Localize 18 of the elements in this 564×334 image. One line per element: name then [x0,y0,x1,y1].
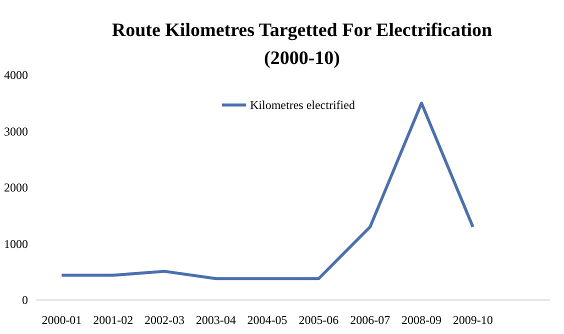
x-tick-label: 2001-02 [93,313,134,327]
x-tick-label: 2005-06 [298,313,339,327]
x-tick-label: 2006-07 [350,313,390,327]
y-tick-label: 1000 [4,236,28,251]
y-tick-label: 4000 [4,68,28,82]
y-tick-label: 2000 [4,180,28,195]
chart-title: Route Kilometres Targetted For Electrification [112,20,493,41]
x-tick-label: 2008-09 [402,313,442,327]
y-tick-label: 3000 [4,124,28,138]
line-series [60,102,474,280]
y-tick-label: 0 [22,293,28,308]
x-tick-label: 2002-03 [144,313,184,327]
x-tick-label: 2004-05 [247,313,288,327]
x-tick-label: 2003-04 [196,313,236,327]
legend-label: Kilometres electrified [250,98,355,112]
x-tick-label: 2000-01 [42,313,82,327]
chart-subtitle: (2000-10) [264,48,340,69]
x-tick-label: 2009-10 [452,313,493,327]
